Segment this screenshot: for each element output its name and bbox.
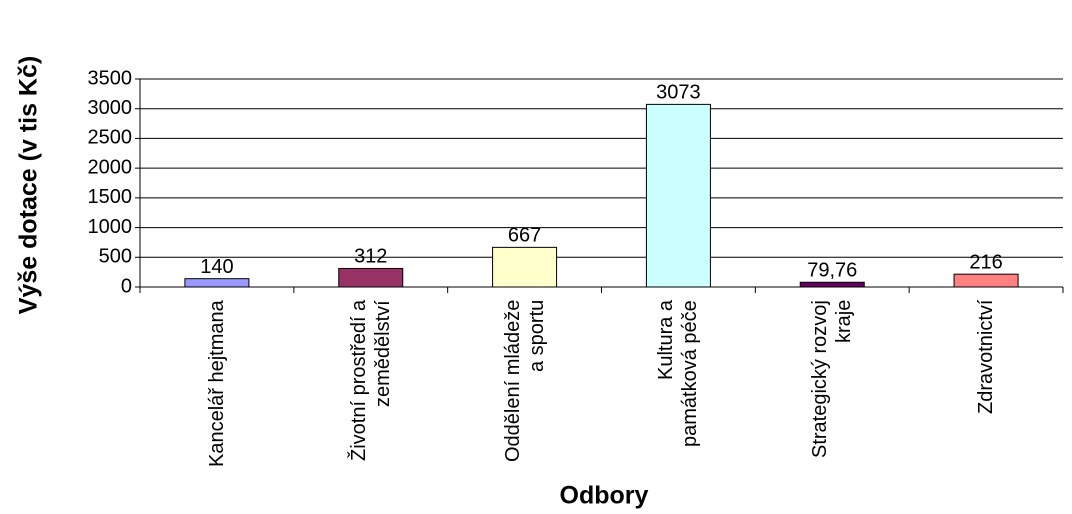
value-label: 140 [200,256,233,278]
y-tick-label: 0 [121,275,132,297]
x-axis-title: Odbory [560,482,649,510]
value-label: 79,76 [807,260,857,282]
y-tick-label: 1500 [88,186,133,208]
y-tick-label: 2000 [88,156,133,178]
y-tick-label: 3500 [88,67,133,89]
y-tick-label: 500 [99,246,132,268]
y-tick-label: 2500 [88,127,133,149]
y-tick-label: 1000 [88,216,133,238]
bar [953,273,1019,288]
value-label: 3073 [656,82,701,104]
x-tick-label: Zdravotnictví [975,300,998,415]
bar [645,103,711,288]
y-tick-label: 3000 [88,97,133,119]
x-tick-label: Kancelář hejtmana [205,300,228,467]
bar [338,267,404,288]
x-tick-label: Kultura a památková péče [655,300,702,447]
bar [184,278,250,288]
value-label: 667 [508,225,541,247]
value-label: 216 [969,251,1002,273]
x-tick-label: Životní prostředí a zemědělství [347,300,394,462]
x-tick-label: Strategický rozvoj kraje [809,300,856,458]
bar [799,281,865,288]
bar [492,246,558,288]
y-axis-title: Výše dotace (v tis Kč) [15,56,43,314]
x-tick-label: Oddělení mládeže a sportu [501,300,548,463]
value-label: 312 [354,246,387,268]
